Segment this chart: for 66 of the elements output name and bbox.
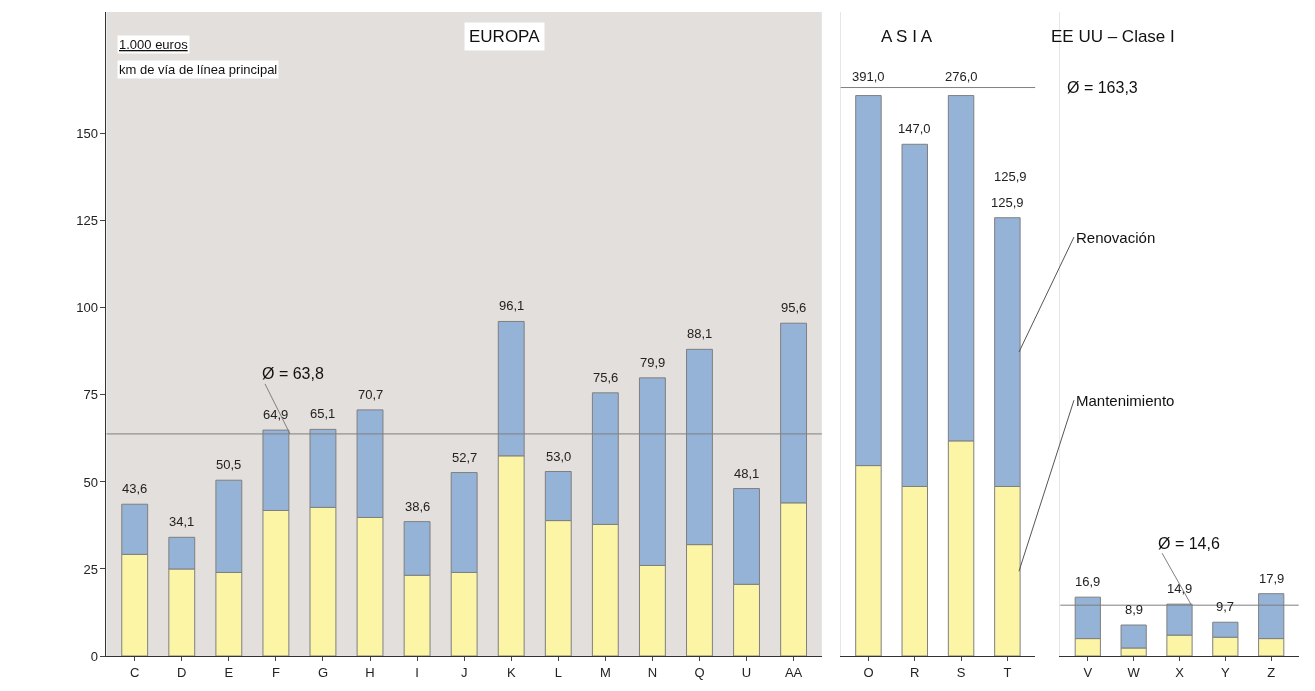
ref-line-label: Ø = 14,6 [1158, 535, 1220, 552]
total-label: 125,9 [991, 195, 1024, 210]
text: Mantenimiento [1076, 392, 1175, 409]
annotation: 1.000 euros [119, 37, 189, 52]
total-label: 14,9 [1167, 581, 1193, 596]
x-tick-label: G [317, 664, 329, 680]
x-tick-label: O [863, 664, 874, 680]
x-tick-label: Y [1221, 664, 1231, 680]
annotation: km de vía de línea principal [119, 62, 278, 77]
annotation: 276,0 [945, 69, 978, 84]
x-tick-label: V [1083, 664, 1093, 680]
x-tick-label: R [910, 664, 920, 680]
text: EUROPA [469, 27, 541, 46]
total-label: 95,6 [781, 300, 807, 315]
x-tick-label: M [599, 664, 611, 680]
total-label: 52,7 [452, 450, 478, 465]
total-label: 96,1 [499, 298, 525, 313]
total-label: 34,1 [169, 514, 195, 529]
x-tick-label: W [1127, 664, 1141, 680]
x-tick-label: Z [1267, 664, 1276, 680]
x-tick-label: N [647, 664, 658, 680]
x-tick-label: C [130, 664, 140, 680]
total-label: 53,0 [546, 449, 572, 464]
total-label: 50,5 [216, 457, 242, 472]
total-label: 65,1 [310, 406, 336, 421]
text: Renovación [1076, 229, 1156, 246]
total-label: 48,1 [734, 466, 760, 481]
x-tick-label: K [506, 664, 516, 680]
total-label: 38,6 [405, 499, 431, 514]
y-tick-label: 75 [83, 387, 98, 403]
x-tick-label: L [554, 664, 562, 680]
total-label: 64,9 [263, 407, 289, 422]
y-tick-label: 125 [76, 213, 98, 229]
total-label: 75,6 [593, 370, 619, 385]
text: A S I A [881, 27, 933, 46]
annotation: 125,9 [994, 169, 1027, 184]
total-label: 17,9 [1259, 571, 1285, 586]
total-label: 70,7 [358, 387, 384, 402]
x-tick-label: AA [784, 664, 803, 680]
total-label: 8,9 [1125, 602, 1144, 617]
y-tick-label: 25 [83, 561, 98, 577]
x-tick-label: H [365, 664, 375, 680]
x-tick-label: D [177, 664, 187, 680]
text: EE UU – Clase I [1051, 27, 1175, 46]
total-label: 16,9 [1075, 574, 1101, 589]
x-tick-label: E [224, 664, 234, 680]
y-tick-label: 100 [76, 300, 98, 316]
total-label: 147,0 [898, 121, 931, 136]
total-label: 88,1 [687, 326, 713, 341]
x-tick-label: I [415, 664, 419, 680]
x-tick-label: X [1175, 664, 1185, 680]
annotation: 391,0 [852, 69, 885, 84]
total-label: 79,9 [640, 355, 666, 370]
y-tick-label: 150 [76, 126, 98, 142]
x-tick-label: Q [694, 664, 705, 680]
x-tick-label: T [1003, 664, 1012, 680]
x-tick-label: J [460, 664, 468, 680]
ref-line-label: Ø = 63,8 [262, 365, 324, 382]
ref-line-label: Ø = 163,3 [1067, 79, 1138, 96]
x-tick-label: U [741, 664, 752, 680]
y-tick-label: 50 [83, 474, 98, 490]
total-label: 9,7 [1216, 599, 1235, 614]
y-tick-label: 0 [90, 648, 98, 664]
total-label: 43,6 [122, 481, 148, 496]
x-tick-label: S [956, 664, 966, 680]
x-tick-label: F [271, 664, 280, 680]
